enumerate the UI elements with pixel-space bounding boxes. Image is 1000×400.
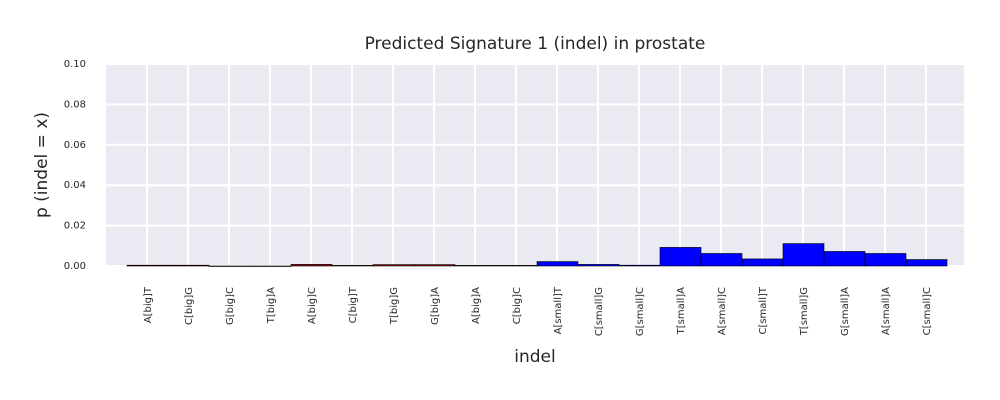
- bar-T[big]G: [372, 264, 415, 267]
- x-tick-label: A[small]C: [717, 287, 728, 335]
- plot-area: [106, 64, 964, 266]
- bar-A[small]T: [536, 261, 579, 267]
- x-tick-label: C[big]G: [184, 287, 195, 325]
- x-tick-label: A[big]T: [143, 286, 154, 323]
- x-axis-label: indel: [514, 347, 555, 367]
- bar-A[big]C: [290, 264, 333, 267]
- y-axis-ticks: 0.00 0.02 0.04 0.06 0.08 0.10: [64, 59, 86, 272]
- bars: [126, 243, 948, 267]
- bar-G[small]C: [618, 264, 661, 267]
- x-tick-label: G[small]C: [635, 287, 646, 336]
- bar-G[small]A: [823, 251, 866, 267]
- y-tick-label: 0.06: [64, 140, 86, 151]
- x-tick-label: G[small]A: [840, 287, 851, 336]
- x-tick-label: T[small]G: [799, 287, 810, 336]
- x-tick-label: C[big]C: [512, 287, 523, 324]
- x-tick-label: T[big]A: [266, 287, 277, 324]
- x-tick-label: T[big]G: [389, 287, 400, 325]
- chart-title: Predicted Signature 1 (indel) in prostat…: [365, 34, 706, 54]
- bar-T[small]G: [782, 243, 825, 267]
- x-tick-label: A[small]T: [553, 286, 564, 334]
- y-axis-label: p (indel = x): [32, 112, 52, 218]
- x-tick-label: G[big]A: [430, 287, 441, 325]
- bar-G[big]C: [208, 265, 251, 267]
- y-tick-label: 0.02: [64, 221, 86, 232]
- bar-A[big]A: [454, 265, 497, 267]
- y-tick-label: 0.08: [64, 99, 86, 110]
- gridlines: [106, 63, 964, 267]
- x-tick-label: T[small]A: [676, 287, 687, 336]
- x-tick-label: A[small]A: [881, 287, 892, 335]
- bar-C[big]T: [331, 265, 374, 267]
- x-tick-label: C[small]T: [758, 286, 769, 334]
- x-axis-ticks: A[big]T C[big]G G[big]C T[big]A A[big]C C[big…: [143, 286, 933, 336]
- x-tick-label: C[small]G: [594, 287, 605, 336]
- bar-C[big]C: [495, 265, 538, 267]
- x-tick-label: C[big]T: [348, 286, 359, 323]
- bar-A[small]A: [864, 253, 907, 267]
- y-tick-label: 0.10: [64, 59, 86, 70]
- x-tick-label: C[small]C: [922, 287, 933, 335]
- bar-A[small]C: [700, 253, 743, 267]
- bar-C[big]G: [167, 264, 210, 267]
- x-tick-label: A[big]A: [471, 287, 482, 324]
- bar-T[small]A: [659, 247, 702, 267]
- bar-T[big]A: [249, 265, 292, 267]
- y-tick-label: 0.04: [64, 180, 86, 191]
- x-tick-label: G[big]C: [225, 287, 236, 325]
- bar-C[small]T: [741, 258, 784, 267]
- bar-G[big]A: [413, 264, 456, 267]
- y-tick-label: 0.00: [64, 261, 86, 272]
- bar-C[small]G: [577, 264, 620, 267]
- x-tick-label: A[big]C: [307, 287, 318, 324]
- bar-A[big]T: [126, 264, 169, 267]
- bar-C[small]C: [905, 259, 948, 267]
